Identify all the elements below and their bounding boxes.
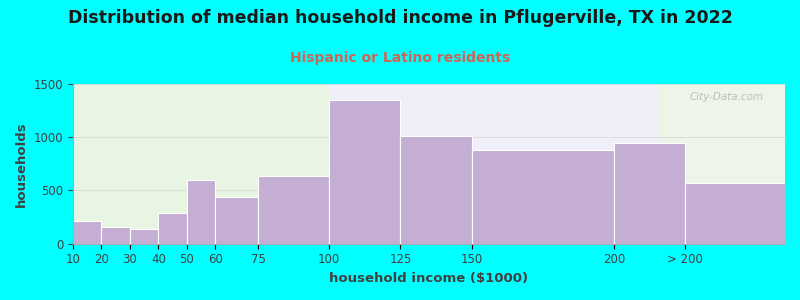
Bar bbox=[401, 136, 472, 244]
X-axis label: household income ($1000): household income ($1000) bbox=[330, 272, 529, 285]
Bar bbox=[330, 100, 401, 244]
Bar bbox=[330, 84, 657, 244]
Bar bbox=[657, 84, 785, 244]
Bar bbox=[187, 180, 215, 244]
Text: City-Data.com: City-Data.com bbox=[690, 92, 764, 102]
Bar bbox=[614, 142, 686, 244]
Bar bbox=[472, 150, 614, 244]
Bar bbox=[73, 84, 330, 244]
Bar bbox=[130, 229, 158, 244]
Bar bbox=[158, 213, 187, 244]
Bar bbox=[686, 183, 785, 244]
Text: Distribution of median household income in Pflugerville, TX in 2022: Distribution of median household income … bbox=[67, 9, 733, 27]
Bar bbox=[215, 197, 258, 244]
Y-axis label: households: households bbox=[15, 121, 28, 207]
Bar bbox=[102, 227, 130, 244]
Text: Hispanic or Latino residents: Hispanic or Latino residents bbox=[290, 51, 510, 65]
Bar bbox=[73, 221, 102, 244]
Bar bbox=[258, 176, 330, 244]
